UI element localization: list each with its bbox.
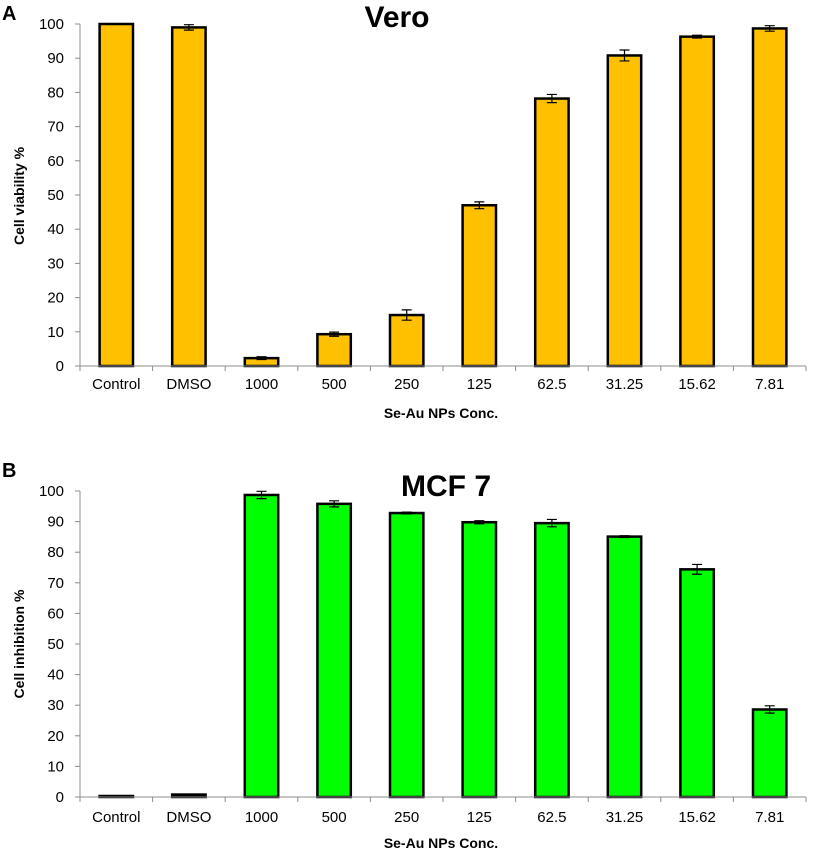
x-category-label: 15.62	[678, 376, 716, 393]
y-ticks: 0 10 20 30 40 50 60 70 80 90 100	[39, 483, 807, 806]
error-bar	[329, 500, 340, 508]
x-category-label: 7.81	[755, 376, 784, 393]
x-category-label: 500	[322, 376, 347, 393]
bar-250	[388, 313, 425, 368]
bars	[98, 493, 788, 799]
panel-letter-b: B	[2, 460, 16, 482]
error-bar	[183, 24, 194, 31]
y-tick-label: 40	[47, 667, 64, 684]
y-tick-label: 90	[47, 514, 64, 531]
y-tick-label: 70	[47, 119, 64, 136]
panel-letter-a: A	[2, 3, 16, 25]
y-tick-label: 40	[47, 221, 64, 238]
x-category-label: 31.25	[606, 809, 644, 826]
y-tick-label: 80	[47, 84, 64, 101]
x-category-label: 62.5	[537, 809, 566, 826]
x-category-label: 1000	[245, 809, 278, 826]
x-category-label: DMSO	[166, 376, 211, 393]
x-category-label: 31.25	[606, 376, 644, 393]
x-category-label: 15.62	[678, 809, 716, 826]
x-axis-title-conc: Se-Au NPs Conc.	[384, 405, 498, 421]
y-tick-label: 50	[47, 636, 64, 653]
y-tick-label: 30	[47, 697, 64, 714]
bar-31-25	[606, 54, 643, 368]
y-tick-label: 10	[47, 758, 64, 775]
error-bar	[692, 563, 703, 575]
y-tick-label: 50	[47, 187, 64, 204]
bar-62-5	[533, 521, 570, 799]
y-tick-label: 20	[47, 290, 64, 307]
x-category-label: 7.81	[755, 809, 784, 826]
bar-15-62	[679, 568, 716, 799]
bar-7-81	[751, 708, 788, 799]
y-tick-label: 100	[39, 483, 64, 500]
chart-title-vero: Vero	[364, 1, 429, 34]
error-bar	[474, 520, 485, 525]
bar-7-81	[751, 27, 788, 368]
x-category-label: 62.5	[537, 376, 566, 393]
y-tick-label: 100	[39, 16, 64, 33]
bar-15-62	[679, 35, 716, 368]
y-tick-label: 20	[47, 728, 64, 745]
x-category-label: 250	[394, 809, 419, 826]
x-category-label: 125	[467, 809, 492, 826]
x-axis-title-conc: Se-Au NPs Conc.	[384, 835, 498, 851]
y-axis-title-inhibition: Cell inhibition %	[11, 589, 27, 698]
bar-1000	[243, 493, 280, 799]
bar-dmso	[170, 26, 207, 368]
error-bar	[764, 705, 775, 714]
y-tick-label: 30	[47, 255, 64, 272]
y-ticks: 0 10 20 30 40 50 60 70 80 90 100	[39, 16, 807, 375]
y-tick-label: 80	[47, 544, 64, 561]
y-tick-label: 70	[47, 575, 64, 592]
y-tick-label: 0	[56, 789, 64, 806]
x-category-label: 250	[394, 376, 419, 393]
y-tick-label: 60	[47, 605, 64, 622]
bar-125	[461, 204, 498, 368]
error-bar	[764, 25, 775, 32]
x-category-label: 1000	[245, 376, 278, 393]
error-bar	[256, 356, 267, 361]
bar-250	[388, 511, 425, 799]
y-axis-title-viability: Cell viability %	[11, 146, 27, 245]
error-bar	[692, 34, 703, 39]
y-tick-label: 0	[56, 358, 64, 375]
chart-title-mcf7: MCF 7	[401, 470, 491, 503]
error-bar	[474, 201, 485, 210]
error-bar	[619, 535, 630, 539]
bar-control	[98, 22, 135, 368]
panel-a-vero-chart: A Vero Cell viability % Se-Au NPs Conc. …	[2, 1, 807, 421]
y-tick-label: 10	[47, 324, 64, 341]
x-category-labels: Control DMSO 1000 500 250 125 62.5 31.25 15.62 7.…	[92, 809, 784, 826]
panel-b-mcf7-chart: B MCF 7 Cell inhibition % Se-Au NPs Conc…	[2, 460, 807, 851]
error-bar	[619, 49, 630, 62]
error-bar	[256, 490, 267, 500]
y-tick-label: 60	[47, 153, 64, 170]
x-category-label: 125	[467, 376, 492, 393]
error-bars	[256, 490, 775, 714]
error-bar	[401, 309, 412, 321]
x-category-label: DMSO	[166, 809, 211, 826]
y-tick-label: 90	[47, 50, 64, 67]
error-bar	[329, 331, 340, 337]
x-category-label: 500	[322, 809, 347, 826]
error-bars	[183, 24, 775, 361]
bar-31-25	[606, 535, 643, 799]
bar-500	[316, 502, 353, 799]
x-category-labels: Control DMSO 1000 500 250 125 62.5 31.25 15.62 7.…	[92, 376, 784, 393]
error-bar	[546, 518, 557, 528]
x-category-label: Control	[92, 376, 140, 393]
x-category-label: Control	[92, 809, 140, 826]
error-bar	[546, 93, 557, 104]
bar-125	[461, 520, 498, 799]
error-bar	[401, 511, 412, 515]
bars	[98, 22, 788, 368]
bar-500	[316, 332, 353, 368]
bar-62-5	[533, 97, 570, 368]
